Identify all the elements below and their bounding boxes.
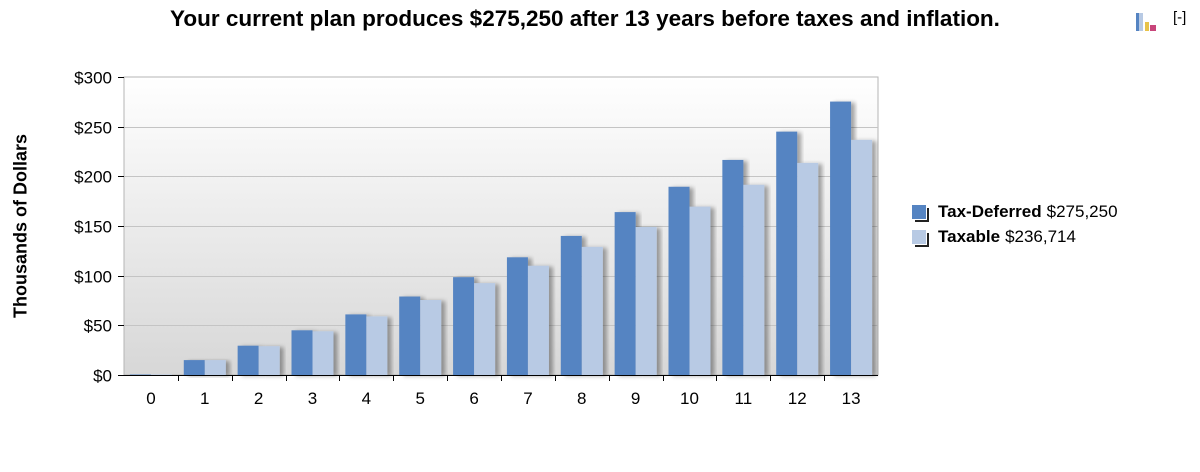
x-tick-label: 3 (308, 389, 317, 408)
legend-label: Tax-Deferred (938, 202, 1042, 221)
bar-taxable[interactable] (204, 360, 226, 375)
bar-tax-deferred[interactable] (668, 186, 690, 375)
bar-taxable[interactable] (258, 346, 280, 375)
y-tick-label: $150 (74, 218, 112, 237)
x-tick-label: 13 (842, 389, 861, 408)
y-tick-label: $0 (93, 367, 112, 386)
bar-tax-deferred[interactable] (129, 374, 151, 376)
legend-swatch-taxable (912, 230, 929, 247)
legend-swatch-tax-deferred (912, 205, 929, 222)
bar-taxable[interactable] (474, 283, 496, 375)
legend-total: $236,714 (1005, 227, 1076, 246)
bar-tax-deferred[interactable] (722, 159, 744, 375)
bar-tax-deferred[interactable] (776, 131, 798, 375)
y-tick-label: $300 (74, 69, 112, 88)
x-tick-label: 0 (146, 389, 155, 408)
chart-title: Your current plan produces $275,250 afte… (170, 6, 1000, 31)
bar-tax-deferred[interactable] (345, 314, 367, 375)
bar-taxable[interactable] (312, 331, 334, 375)
bar-taxable[interactable] (743, 184, 765, 375)
bar-taxable[interactable] (797, 162, 819, 375)
y-tick-label: $50 (84, 317, 112, 336)
legend-total: $275,250 (1046, 202, 1118, 221)
bar-tax-deferred[interactable] (830, 101, 852, 376)
chart-type-toggle[interactable] (1136, 9, 1166, 31)
bar-taxable[interactable] (581, 246, 603, 375)
x-tick-label: 5 (415, 389, 424, 408)
legend-label: Taxable (938, 227, 1001, 246)
legend-item-taxable[interactable]: Taxable $236,714 (912, 227, 1118, 247)
y-tick-label: $100 (74, 268, 112, 287)
bar-tax-deferred[interactable] (614, 212, 636, 375)
x-tick-label: 4 (362, 389, 371, 408)
bar-tax-deferred[interactable] (506, 257, 528, 375)
y-tick-label: $200 (74, 168, 112, 187)
bar-taxable[interactable] (366, 316, 388, 375)
x-tick-label: 12 (788, 389, 807, 408)
bar-tax-deferred[interactable] (560, 235, 582, 375)
bar-chart-icon (1136, 13, 1156, 31)
x-tick-label: 7 (523, 389, 532, 408)
legend: Tax-Deferred $275,250 Taxable $236,714 (912, 202, 1118, 252)
x-tick-label: 2 (254, 389, 263, 408)
x-tick-label: 9 (631, 389, 640, 408)
y-tick-label: $250 (74, 119, 112, 138)
bar-taxable[interactable] (420, 300, 442, 375)
bar-tax-deferred[interactable] (291, 330, 313, 375)
bar-tax-deferred[interactable] (453, 277, 475, 375)
collapse-button[interactable]: [-] (1173, 9, 1187, 26)
legend-item-tax-deferred[interactable]: Tax-Deferred $275,250 (912, 202, 1118, 222)
x-tick-label: 8 (577, 389, 586, 408)
x-tick-label: 11 (735, 389, 753, 408)
bar-taxable[interactable] (527, 265, 549, 375)
x-tick-label: 1 (200, 389, 209, 408)
x-tick-label: 6 (469, 389, 478, 408)
x-tick-label: 10 (680, 389, 699, 408)
bar-taxable[interactable] (150, 374, 172, 376)
bar-tax-deferred[interactable] (183, 360, 205, 375)
bar-taxable[interactable] (851, 139, 873, 375)
bar-taxable[interactable] (689, 206, 711, 375)
bar-tax-deferred[interactable] (399, 296, 421, 375)
bar-taxable[interactable] (635, 226, 657, 375)
bar-tax-deferred[interactable] (237, 345, 259, 375)
